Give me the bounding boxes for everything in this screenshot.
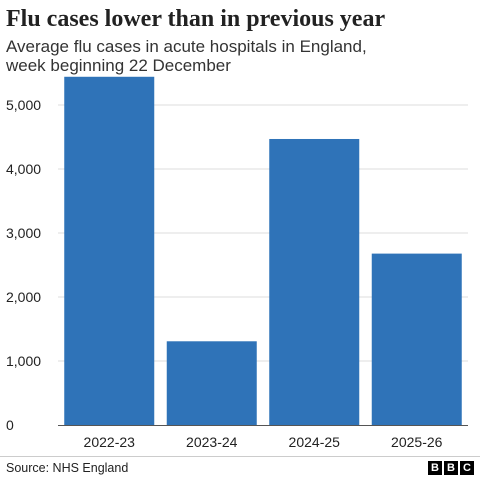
bar (64, 76, 155, 425)
logo-letter: B (444, 461, 458, 475)
y-axis-tick-labels: 0 1,000 2,000 3,000 4,000 5,000 (6, 97, 41, 433)
x-axis-tick-labels: 2022-23 2023-24 2024-25 2025-26 (84, 434, 443, 450)
bbc-logo: B B C (428, 461, 474, 475)
y-tick-label: 0 (6, 417, 14, 433)
x-tick-label: 2023-24 (186, 434, 238, 450)
footer-divider (0, 456, 480, 457)
bars (64, 76, 462, 425)
x-tick-label: 2024-25 (289, 434, 341, 450)
source-note: Source: NHS England (6, 461, 129, 475)
bar-chart: 0 1,000 2,000 3,000 4,000 5,000 2022-23 2023-2… (6, 76, 468, 450)
chart-title: Flu cases lower than in previous year (6, 6, 386, 32)
y-tick-label: 5,000 (6, 97, 41, 113)
bar (269, 138, 360, 425)
bar (166, 341, 257, 425)
y-tick-label: 4,000 (6, 161, 41, 177)
x-tick-label: 2022-23 (84, 434, 136, 450)
x-tick-label: 2025-26 (391, 434, 443, 450)
y-tick-label: 2,000 (6, 289, 41, 305)
logo-letter: B (428, 461, 442, 475)
bar (371, 253, 462, 425)
y-tick-label: 1,000 (6, 353, 41, 369)
y-tick-label: 3,000 (6, 225, 41, 241)
logo-letter: C (460, 461, 474, 475)
chart-subtitle: Average flu cases in acute hospitals in … (6, 37, 367, 75)
